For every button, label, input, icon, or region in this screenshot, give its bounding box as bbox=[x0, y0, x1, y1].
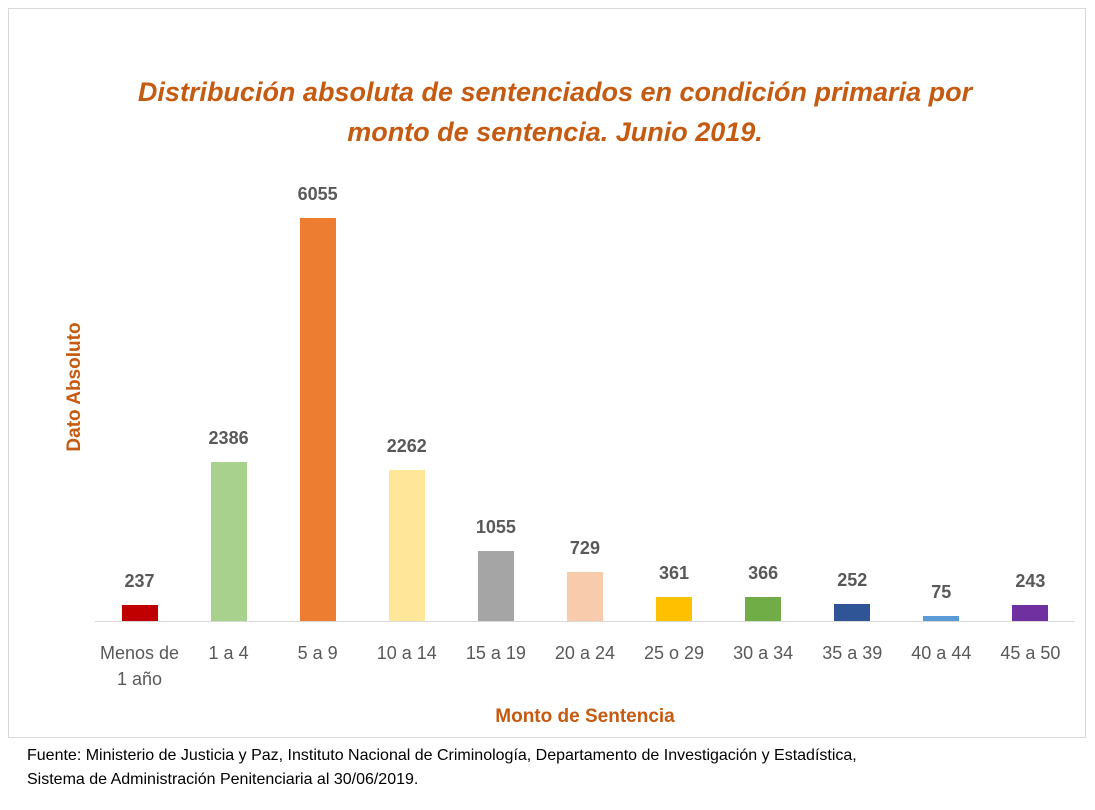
x-tick-label: 5 a 9 bbox=[297, 643, 338, 663]
x-tick-label: Menos de 1 año bbox=[99, 643, 180, 689]
data-label: 361 bbox=[659, 562, 690, 583]
x-tick-label: 25 o 29 bbox=[644, 643, 705, 663]
bar bbox=[388, 470, 425, 621]
data-label: 729 bbox=[569, 538, 600, 559]
x-tick-label: 40 a 44 bbox=[911, 643, 972, 663]
x-tick-label: 30 a 34 bbox=[733, 643, 794, 663]
data-label: 243 bbox=[1015, 570, 1046, 591]
bar bbox=[477, 550, 514, 621]
x-axis-line bbox=[95, 621, 1075, 622]
bar bbox=[210, 462, 247, 621]
bar bbox=[745, 596, 782, 621]
source-note: Fuente: Ministerio de Justicia y Paz, In… bbox=[27, 747, 857, 764]
data-label: 6055 bbox=[297, 184, 338, 204]
chart-frame bbox=[8, 8, 1086, 738]
bar bbox=[121, 605, 158, 621]
x-tick-label: 1 a 4 bbox=[208, 643, 249, 663]
x-tick-label: 10 a 14 bbox=[376, 643, 437, 663]
x-tick-label: 20 a 24 bbox=[554, 643, 615, 663]
data-label: 2262 bbox=[386, 436, 427, 457]
data-label: 237 bbox=[124, 571, 155, 592]
y-axis-title: Dato Absoluto bbox=[64, 322, 85, 452]
x-tick-label: 35 a 39 bbox=[822, 643, 883, 663]
data-label: 1055 bbox=[475, 516, 516, 537]
chart-title: Distribución absoluta de sentenciados en… bbox=[137, 77, 973, 147]
bar bbox=[1012, 604, 1049, 621]
data-label: 2386 bbox=[208, 428, 249, 449]
bar bbox=[834, 604, 871, 621]
x-tick-label: 45 a 50 bbox=[1000, 643, 1061, 663]
data-label: 366 bbox=[748, 562, 779, 583]
bar bbox=[656, 596, 693, 621]
bar bbox=[923, 616, 960, 621]
bar bbox=[567, 572, 603, 621]
source-note: Sistema de Administración Penitenciaria … bbox=[27, 771, 419, 788]
x-tick-label: 15 a 19 bbox=[465, 643, 526, 663]
data-label: 252 bbox=[837, 570, 868, 591]
x-axis-title: Monto de Sentencia bbox=[495, 706, 675, 727]
bar bbox=[299, 218, 336, 621]
data-label: 75 bbox=[931, 582, 952, 602]
